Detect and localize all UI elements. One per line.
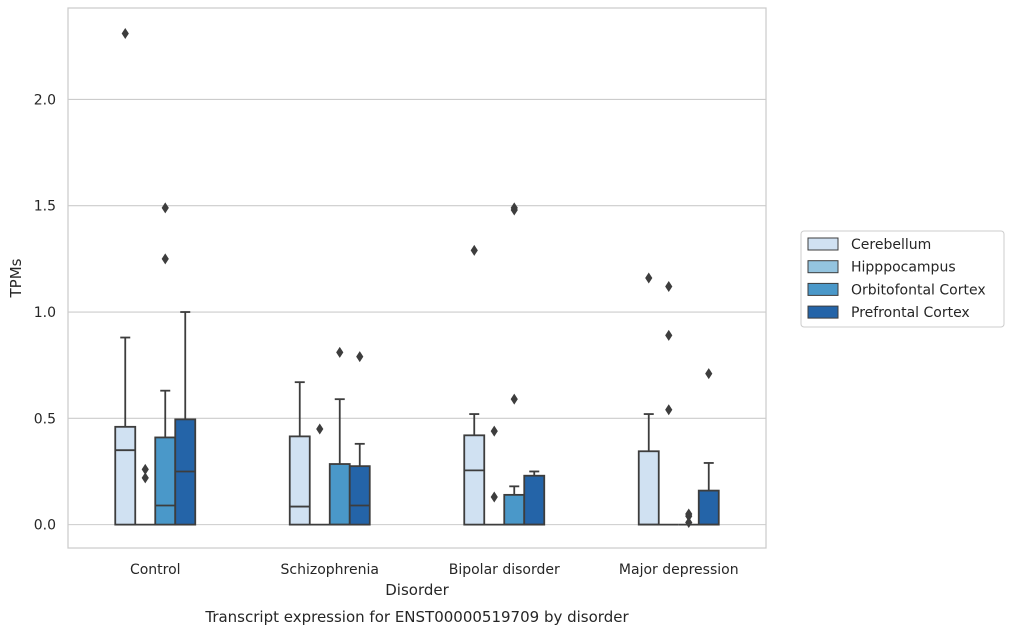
legend: Cerebellum Hipppocampus Orbitofontal Corte… <box>800 230 1005 328</box>
box-prefrontal-cortex <box>348 351 371 526</box>
y-axis-ticks: 0.0 0.5 1.0 1.5 2.0 <box>34 92 56 533</box>
box-body <box>503 493 526 526</box>
box-prefrontal-cortex <box>174 311 197 526</box>
outlier-point <box>470 244 478 256</box>
outlier-point <box>141 472 149 484</box>
box-cerebellum <box>114 28 137 526</box>
outlier-point <box>161 253 169 265</box>
box-orbitofontal-cortex <box>154 202 177 526</box>
box-orbitofontal-cortex <box>328 346 351 526</box>
plot-area-frame <box>67 7 767 549</box>
box-plot-boxes <box>114 28 720 528</box>
outlier-point <box>665 404 673 416</box>
box-body <box>288 435 311 526</box>
x-tick-label: Schizophrenia <box>281 562 379 578</box>
y-tick-label: 0.0 <box>34 518 56 534</box>
box-body <box>697 489 720 526</box>
y-tick-label: 2.0 <box>34 92 56 108</box>
outlier-point <box>161 202 169 214</box>
outlier-point <box>665 281 673 293</box>
y-tick-label: 1.5 <box>34 199 56 215</box>
legend-frame <box>800 230 1005 328</box>
legend-swatch <box>807 237 839 251</box>
box-hipppocampus <box>309 423 330 526</box>
outlier-point <box>121 28 129 40</box>
outlier-point <box>490 491 498 503</box>
outlier-point <box>490 425 498 437</box>
legend-label: Prefrontal Cortex <box>851 305 970 321</box>
box-body <box>463 434 486 526</box>
legend-swatch <box>807 305 839 319</box>
box-hipppocampus <box>658 281 679 526</box>
outlier-point <box>685 516 693 528</box>
y-tick-label: 1.0 <box>34 305 56 321</box>
box-body <box>328 463 351 526</box>
box-body <box>637 450 660 526</box>
x-tick-label: Control <box>130 562 181 578</box>
box-body <box>154 436 177 526</box>
outlier-point <box>336 346 344 358</box>
outlier-point <box>510 393 518 405</box>
chart-title: Transcript expression for ENST0000051970… <box>204 608 629 626</box>
outlier-point <box>141 463 149 475</box>
box-cerebellum <box>463 244 486 526</box>
x-axis-label: Disorder <box>385 581 449 599</box>
box-body <box>114 425 137 526</box>
y-tick-label: 0.5 <box>34 411 56 427</box>
outlier-point <box>316 423 324 435</box>
y-axis-label: TPMs <box>7 258 25 298</box>
box-prefrontal-cortex <box>523 470 546 526</box>
outlier-point <box>705 368 713 380</box>
legend-label: Cerebellum <box>851 237 931 253</box>
outlier-point <box>685 508 693 520</box>
outlier-point <box>645 272 653 284</box>
x-axis-ticks: Control Schizophrenia Bipolar disorder Majo… <box>130 562 739 578</box>
outlier-point <box>356 351 364 363</box>
box-cerebellum <box>288 381 311 526</box>
outlier-point <box>510 202 518 214</box>
box-hipppocampus <box>484 425 505 526</box>
outlier-point <box>665 329 673 341</box>
x-tick-label: Major depression <box>619 562 739 578</box>
box-body <box>523 474 546 526</box>
x-tick-label: Bipolar disorder <box>449 562 560 578</box>
legend-label: Hipppocampus <box>851 260 956 276</box>
legend-label: Orbitofontal Cortex <box>851 282 986 298</box>
box-body <box>348 465 371 526</box>
box-prefrontal-cortex <box>697 368 720 526</box>
box-cerebellum <box>637 272 660 526</box>
box-hipppocampus <box>135 463 156 526</box>
box-orbitofontal-cortex <box>678 508 699 528</box>
legend-swatch <box>807 282 839 296</box>
legend-swatch <box>807 260 839 274</box>
